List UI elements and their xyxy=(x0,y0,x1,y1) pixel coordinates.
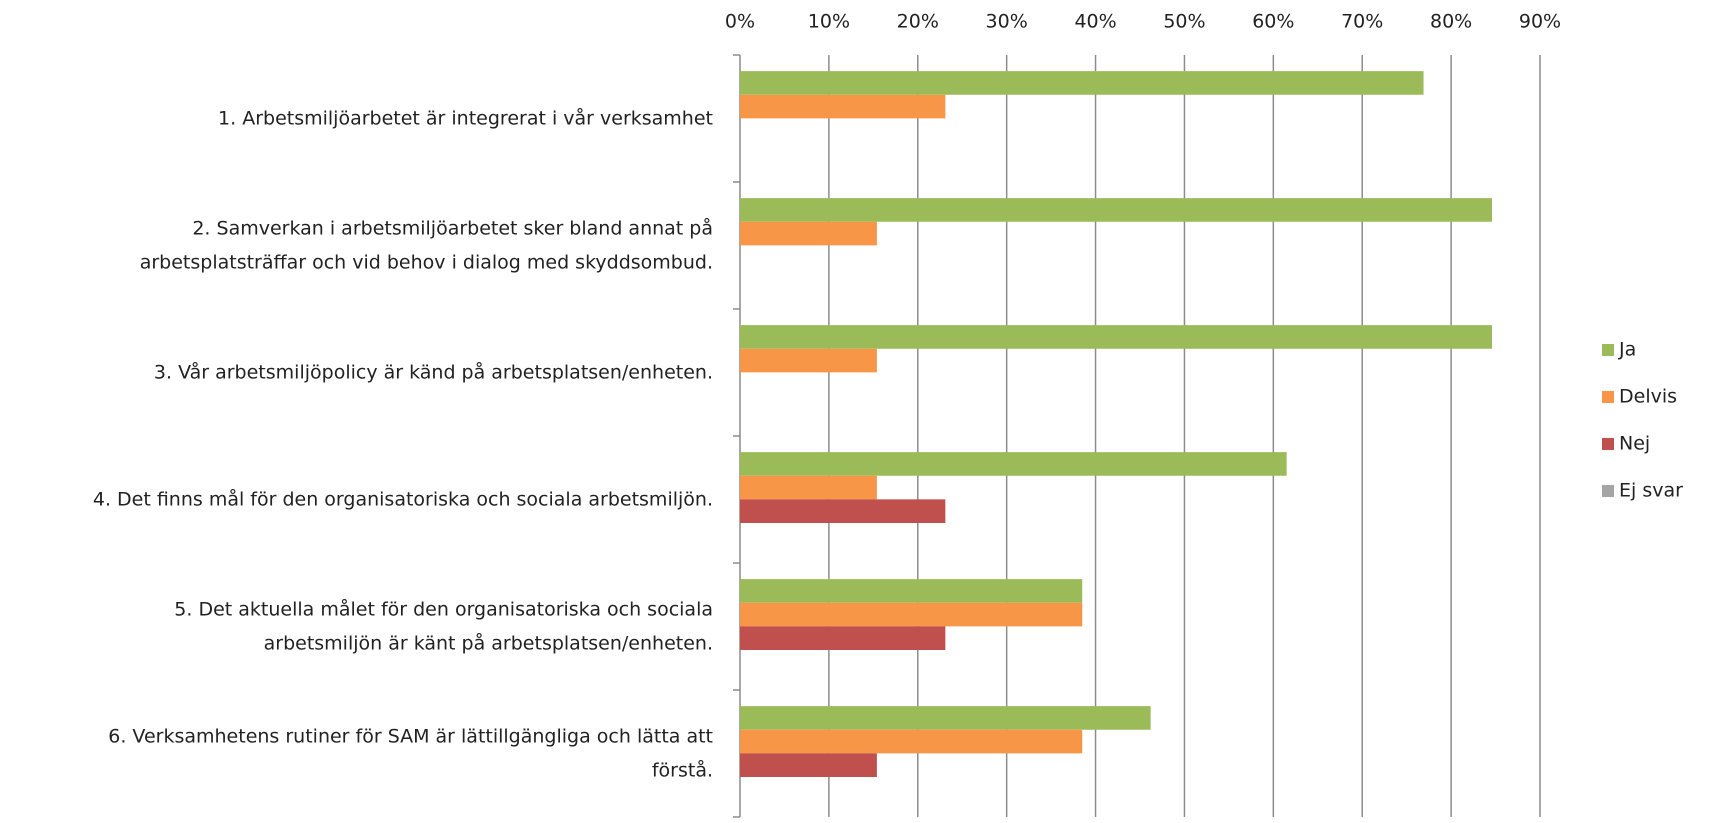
x-tick-label: 10% xyxy=(808,11,850,33)
x-tick-label: 80% xyxy=(1430,11,1472,33)
category-label: 2. Samverkan i arbetsmiljöarbetet sker b… xyxy=(140,216,713,273)
category-label-line: arbetsmiljön är känt på arbetsplatsen/en… xyxy=(264,631,713,654)
category-label: 5. Det aktuella målet för den organisato… xyxy=(174,597,713,654)
category-label-line: 4. Det finns mål för den organisatoriska… xyxy=(93,487,713,510)
bar xyxy=(740,729,1083,754)
category-label-line: 6. Verksamhetens rutiner för SAM är lätt… xyxy=(108,725,713,747)
bar xyxy=(740,602,1083,627)
bar xyxy=(740,475,877,500)
bar xyxy=(740,71,1424,95)
bar xyxy=(740,348,877,373)
category-label-line: 3. Vår arbetsmiljöpolicy är känd på arbe… xyxy=(154,360,713,383)
category-label: 1. Arbetsmiljöarbetet är integrerat i vå… xyxy=(218,106,713,129)
legend-swatch xyxy=(1602,485,1614,497)
category-label-line: 1. Arbetsmiljöarbetet är integrerat i vå… xyxy=(218,106,713,129)
bar xyxy=(740,579,1083,603)
legend-label: Ja xyxy=(1618,339,1636,361)
bar xyxy=(740,94,946,119)
bar xyxy=(740,706,1151,730)
legend-swatch xyxy=(1602,391,1614,403)
legend-label: Delvis xyxy=(1619,386,1677,408)
category-label: 6. Verksamhetens rutiner för SAM är lätt… xyxy=(108,725,713,781)
bar xyxy=(740,626,946,650)
x-tick-label: 70% xyxy=(1341,11,1383,33)
legend-swatch xyxy=(1602,344,1614,356)
legend-swatch xyxy=(1602,438,1614,450)
x-tick-label: 60% xyxy=(1252,11,1294,33)
bar xyxy=(740,452,1287,476)
category-label-line: 5. Det aktuella målet för den organisato… xyxy=(174,597,713,620)
bar xyxy=(740,499,946,523)
x-tick-label: 40% xyxy=(1074,11,1116,33)
x-tick-label: 90% xyxy=(1519,11,1561,33)
legend-label: Nej xyxy=(1619,433,1650,455)
legend-label: Ej svar xyxy=(1619,480,1683,502)
bar xyxy=(740,325,1492,349)
category-label: 4. Det finns mål för den organisatoriska… xyxy=(93,487,713,510)
bar xyxy=(740,753,877,777)
x-tick-label: 20% xyxy=(897,11,939,33)
x-tick-label: 50% xyxy=(1163,11,1205,33)
category-label-line: 2. Samverkan i arbetsmiljöarbetet sker b… xyxy=(192,216,713,239)
x-tick-label: 30% xyxy=(986,11,1028,33)
bar xyxy=(740,221,877,246)
category-label-line: arbetsplatsträffar och vid behov i dialo… xyxy=(140,251,713,273)
bar xyxy=(740,198,1492,222)
category-label: 3. Vår arbetsmiljöpolicy är känd på arbe… xyxy=(154,360,713,383)
category-label-line: förstå. xyxy=(652,758,713,781)
x-tick-label: 0% xyxy=(725,11,755,33)
